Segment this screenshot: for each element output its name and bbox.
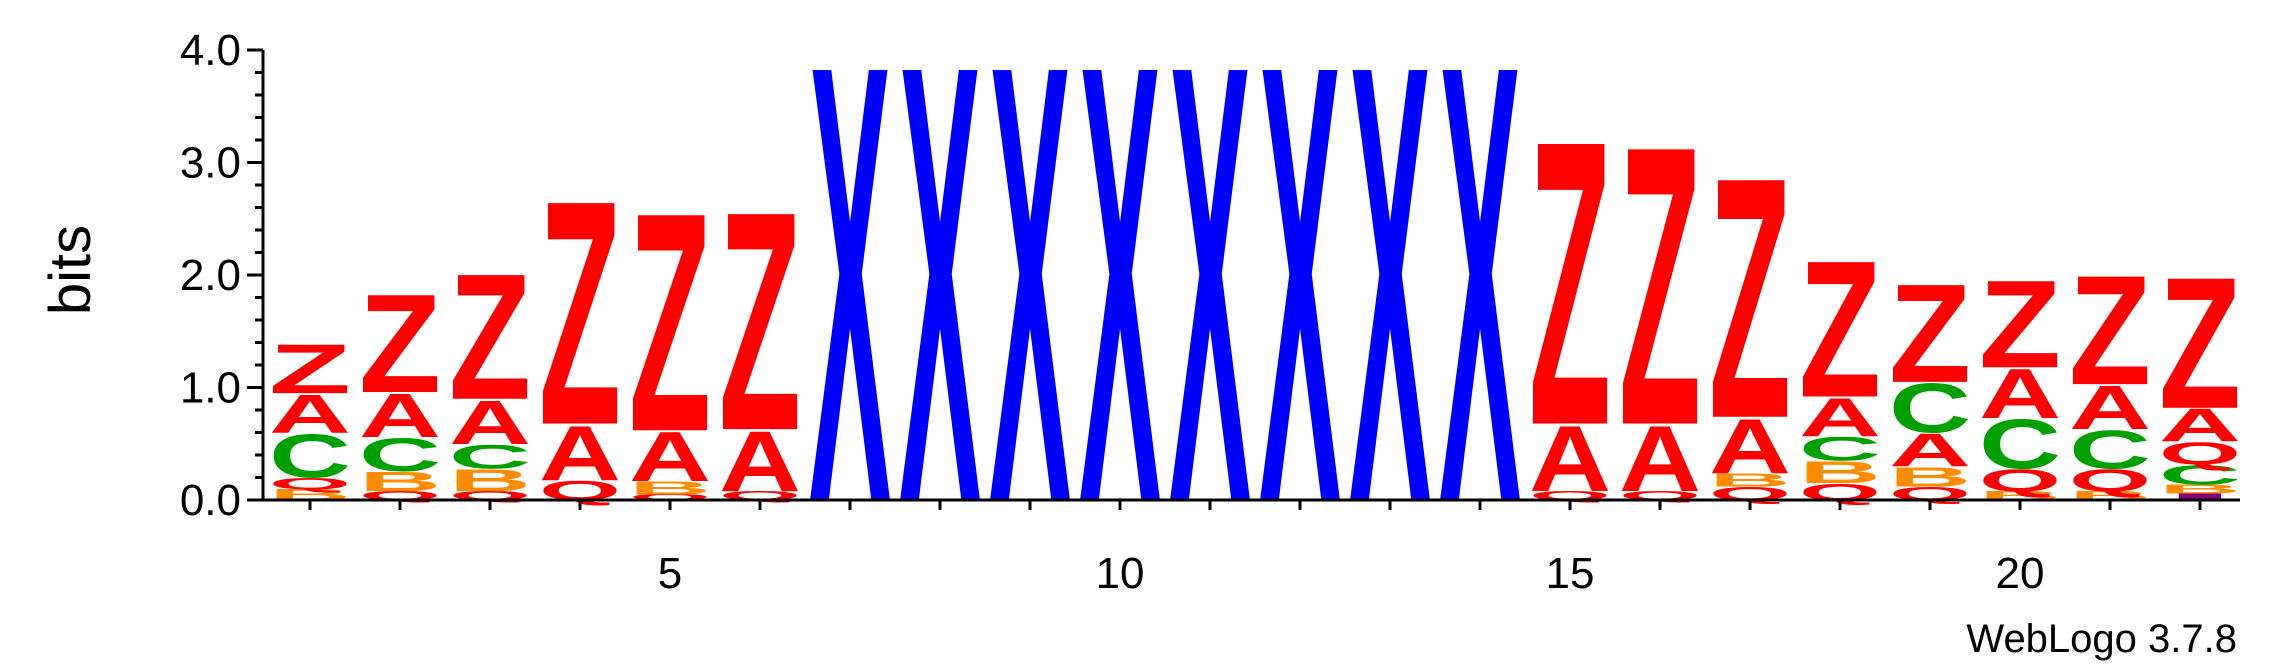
- logo-letter-a: A: [2069, 373, 2151, 443]
- logo-letter-z: Z: [1799, 219, 1881, 438]
- logo-letter-b: B: [1889, 461, 1971, 493]
- logo-letter-c: C: [1979, 406, 2061, 484]
- logo-letter-q: Q: [1979, 463, 2061, 498]
- x-tick-label: 20: [1996, 549, 2045, 598]
- logo-letter-a: A: [1529, 407, 1611, 511]
- logo-letter-a: A: [629, 418, 711, 496]
- weblogo-credit: WebLogo 3.7.8: [1966, 617, 2237, 661]
- logo-letter-a: A: [449, 388, 531, 458]
- logo-letter-z: Z: [539, 135, 621, 492]
- logo-letter-z: Z: [2069, 243, 2151, 418]
- logo-letter-z: Z: [719, 146, 801, 496]
- logo-letter-z: Z: [2159, 238, 2241, 448]
- y-tick-label: 3.0: [180, 139, 241, 188]
- logo-letter-z: Z: [1619, 63, 1701, 508]
- logo-letter-a: A: [1979, 355, 2061, 433]
- logo-letter-z: Z: [629, 147, 711, 497]
- x-tick-label: 15: [1546, 549, 1595, 598]
- logo-letter-q: Q: [269, 475, 351, 492]
- logo-letter-c: C: [1799, 429, 1881, 468]
- logo-letter-c: C: [2069, 419, 2151, 480]
- y-tick-label: 0.0: [180, 476, 241, 525]
- logo-letter-a: A: [1799, 386, 1881, 447]
- y-tick-label: 2.0: [180, 251, 241, 300]
- y-tick-label: 4.0: [180, 26, 241, 75]
- x-tick-label: 10: [1096, 549, 1145, 598]
- y-tick-label: 1.0: [180, 364, 241, 413]
- logo-letter-x: X: [1349, 0, 1432, 633]
- logo-letter-x: X: [1169, 0, 1252, 633]
- logo-letter-x: X: [1079, 0, 1162, 633]
- logo-letter-a: A: [2159, 399, 2241, 451]
- logo-letter-z: Z: [1709, 107, 1791, 490]
- logo-letter-x: X: [1259, 0, 1342, 633]
- logo-letter-a: A: [1619, 407, 1701, 511]
- y-axis-label: bits: [38, 225, 103, 315]
- logo-letter-c: C: [449, 437, 531, 476]
- logo-letter-z: Z: [449, 236, 531, 438]
- logo-letter-c: C: [359, 429, 441, 481]
- logo-letter-c: C: [269, 422, 351, 492]
- logo-letter-a: A: [539, 409, 621, 496]
- logo-letter-b: B: [2159, 482, 2241, 496]
- logo-letter-z: Z: [1979, 255, 2061, 394]
- logo-letter-b: B: [1799, 455, 1881, 490]
- y-ticks: 0.0 1.0 2.0 3.0 4.0: [180, 26, 263, 525]
- logo-letter-b: B: [629, 478, 711, 499]
- x-ticks: 5 10 15 20: [308, 500, 2202, 598]
- logo-letter-b: B: [359, 465, 441, 497]
- logo-letter-a: A: [359, 381, 441, 451]
- logo-letter-q: Q: [629, 493, 711, 502]
- logo-letter-a: A: [1889, 424, 1971, 476]
- logo-letter-q: Q: [2159, 436, 2241, 471]
- logo-letter-c: C: [1889, 370, 1971, 448]
- logo-letter-x: X: [899, 0, 982, 633]
- logo-letter-a: A: [719, 414, 801, 510]
- logo-letter-x: X: [989, 0, 1072, 633]
- logo-letter-b: B: [449, 463, 531, 498]
- logo-letter-a: A: [269, 383, 351, 444]
- logo-letter-z: Z: [1889, 256, 1971, 413]
- logo-letter-x: X: [809, 0, 892, 633]
- x-tick-label: 5: [658, 549, 682, 598]
- logo-letter-z: Z: [1529, 57, 1611, 511]
- logo-letter-c: C: [2159, 459, 2241, 491]
- logo-letter-z: Z: [269, 329, 351, 408]
- logo-letter-b: B: [1709, 470, 1791, 491]
- logo-letter-z: Z: [359, 266, 441, 423]
- logo-letter-a: A: [1709, 402, 1791, 489]
- logo-letter-x: X: [1439, 0, 1522, 633]
- logo-letter-i: I: [2159, 492, 2241, 502]
- logo-letter-q: Q: [2069, 463, 2151, 498]
